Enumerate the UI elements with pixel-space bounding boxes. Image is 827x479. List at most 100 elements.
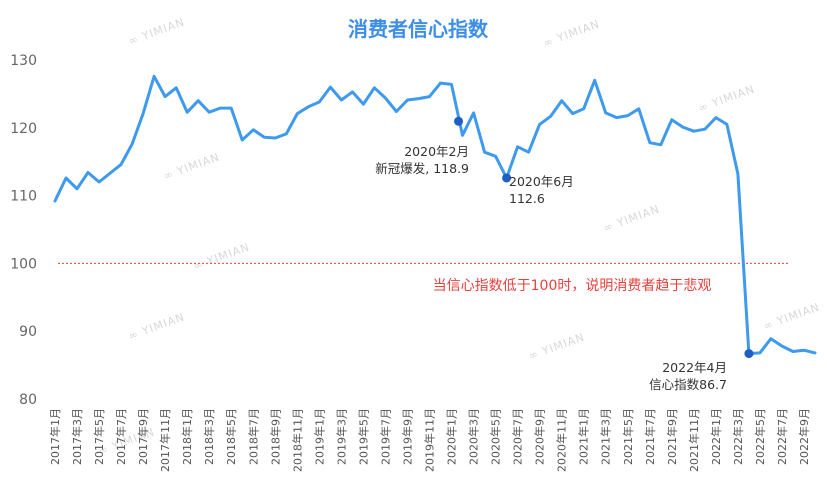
data-point xyxy=(120,163,123,166)
data-point xyxy=(54,200,57,203)
data-point xyxy=(626,114,629,117)
x-tick-label: 2017年9月 xyxy=(136,408,150,465)
x-tick-label: 2019年1月 xyxy=(312,408,326,465)
x-tick-label: 2018年5月 xyxy=(224,408,238,465)
data-point xyxy=(439,82,442,85)
chart-title: 消费者信心指数 xyxy=(348,17,489,41)
data-point xyxy=(714,116,717,119)
pessimism-note: 当信心指数低于100时，说明消费者趋于悲观 xyxy=(433,277,712,294)
data-point xyxy=(109,172,112,175)
data-point xyxy=(516,145,519,148)
x-tick-label: 2018年1月 xyxy=(180,408,194,465)
x-tick-label: 2018年7月 xyxy=(246,408,260,465)
x-tick-label: 2022年5月 xyxy=(753,408,767,465)
data-point xyxy=(538,123,541,126)
data-point xyxy=(98,181,101,184)
data-point xyxy=(604,111,607,114)
data-point xyxy=(197,99,200,102)
data-point xyxy=(230,107,233,110)
x-tick-label: 2021年9月 xyxy=(665,408,679,465)
x-tick-label: 2017年1月 xyxy=(48,408,62,465)
data-point xyxy=(373,86,376,89)
data-point xyxy=(758,351,761,354)
data-point xyxy=(417,97,420,100)
data-point xyxy=(164,95,167,98)
data-point xyxy=(571,112,574,115)
data-point xyxy=(769,337,772,340)
data-point xyxy=(87,171,90,174)
data-point xyxy=(648,141,651,144)
x-tick-label: 2020年5月 xyxy=(489,408,503,465)
data-point xyxy=(307,105,310,108)
annotation-label: 2020年6月 xyxy=(509,174,574,189)
x-tick-label: 2018年9月 xyxy=(268,408,282,465)
x-tick-label: 2021年1月 xyxy=(577,408,591,465)
data-point xyxy=(142,112,145,115)
x-tick-label: 2017年7月 xyxy=(114,408,128,465)
x-tick-label: 2019年11月 xyxy=(422,408,436,472)
data-point xyxy=(560,99,563,102)
data-point xyxy=(461,134,464,137)
y-tick-label: 100 xyxy=(10,256,37,272)
data-point xyxy=(252,128,255,131)
x-tick-label: 2022年3月 xyxy=(731,408,745,465)
x-tick-label: 2017年11月 xyxy=(158,408,172,472)
watermark-text: ∞ YIMIAN xyxy=(162,150,222,182)
watermark-text: ∞ YIMIAN xyxy=(697,82,757,114)
x-tick-label: 2019年3月 xyxy=(334,408,348,465)
data-point xyxy=(725,123,728,126)
annotation-marker xyxy=(502,173,512,183)
x-tick-label: 2020年9月 xyxy=(533,408,547,465)
x-tick-label: 2017年5月 xyxy=(92,408,106,465)
x-tick-label: 2020年11月 xyxy=(555,408,569,472)
x-tick-label: 2022年9月 xyxy=(797,408,811,465)
data-point xyxy=(219,107,222,110)
data-point xyxy=(351,90,354,93)
x-tick-label: 2021年11月 xyxy=(687,408,701,472)
data-point xyxy=(175,86,178,89)
data-point xyxy=(406,99,409,102)
data-point xyxy=(692,130,695,133)
data-point xyxy=(263,136,266,139)
data-point xyxy=(340,99,343,102)
data-point xyxy=(384,97,387,100)
series-line xyxy=(53,74,817,356)
data-point xyxy=(186,111,189,114)
data-point xyxy=(274,137,277,140)
watermark-text: ∞ YIMIAN xyxy=(192,240,252,272)
data-point xyxy=(131,143,134,146)
x-tick-label: 2020年1月 xyxy=(445,408,459,465)
data-point xyxy=(450,83,453,86)
data-point xyxy=(241,139,244,142)
annotation-label: 112.6 xyxy=(509,191,545,206)
x-axis: 2017年1月 2017年3月 2017年5月 2017年7月 2017年9月 2017年… xyxy=(48,408,811,472)
annotation-marker xyxy=(454,116,464,126)
data-point xyxy=(494,155,497,158)
watermark-text: ∞ YIMIAN xyxy=(127,310,187,342)
annotation-label: 信心指数86.7 xyxy=(649,377,727,392)
data-point xyxy=(736,172,739,175)
data-point xyxy=(153,75,156,78)
data-point xyxy=(814,351,817,354)
data-point xyxy=(781,345,784,348)
annotation-label: 2020年2月 xyxy=(404,144,469,159)
x-tick-label: 2022年1月 xyxy=(709,408,723,465)
data-point xyxy=(428,95,431,98)
x-tick-label: 2022年7月 xyxy=(775,408,789,465)
x-tick-label: 2021年5月 xyxy=(621,408,635,465)
x-tick-label: 2021年7月 xyxy=(643,408,657,465)
annotation-label: 2022年4月 xyxy=(662,360,727,375)
watermark-text: ∞ YIMIAN xyxy=(127,15,187,47)
watermark-text: ∞ YIMIAN xyxy=(602,202,662,234)
data-point xyxy=(527,151,530,154)
watermark-text: ∞ YIMIAN xyxy=(762,300,822,332)
data-point xyxy=(703,128,706,131)
data-point xyxy=(483,151,486,154)
y-tick-label: 120 xyxy=(10,121,37,137)
data-point xyxy=(296,112,299,115)
watermark-text: ∞ YIMIAN xyxy=(542,17,602,49)
data-point xyxy=(76,187,79,190)
data-point xyxy=(549,115,552,118)
data-point xyxy=(65,177,68,180)
